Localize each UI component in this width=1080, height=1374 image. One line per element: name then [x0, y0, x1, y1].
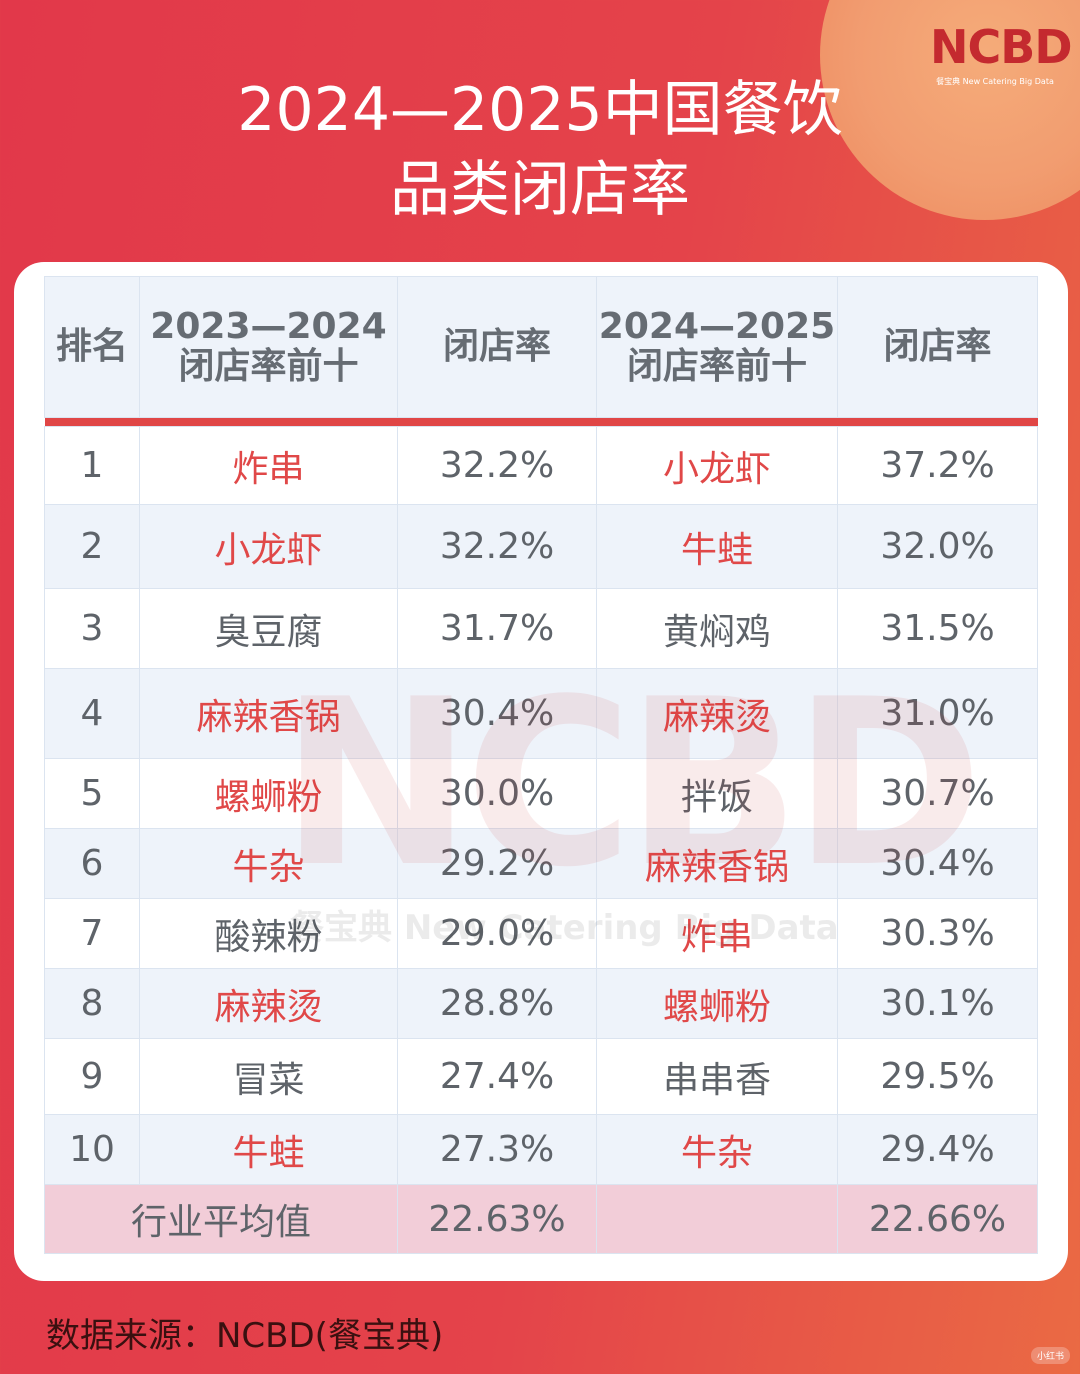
table-row: 1 炸串 32.2% 小龙虾 37.2% [44, 426, 1038, 505]
header-rate-b: 闭店率 [837, 276, 1038, 418]
title-line-1: 2024—2025中国餐饮 [237, 75, 843, 145]
category-2024-2025: 麻辣香锅 [596, 828, 838, 899]
header-rank: 排名 [44, 276, 140, 418]
table-row: 6 牛杂 29.2% 麻辣香锅 30.4% [44, 828, 1038, 899]
header-label-a: 闭店率前十 [178, 346, 359, 387]
rate-2024-2025: 30.7% [837, 758, 1038, 829]
header-row: 排名 2023—2024 闭店率前十 闭店率 2024—2025 闭店率前十 闭… [44, 276, 1038, 418]
header-2023-2024-top10: 2023—2024 闭店率前十 [139, 276, 398, 418]
table-row: 7 酸辣粉 29.0% 炸串 30.3% [44, 898, 1038, 969]
category-2023-2024: 螺蛳粉 [139, 758, 398, 829]
title-line-2: 品类闭店率 [390, 155, 690, 225]
data-source: 数据来源：NCBD(餐宝典) [46, 1316, 444, 1356]
rate-2023-2024: 32.2% [397, 426, 597, 505]
rate-2024-2025: 30.4% [837, 828, 1038, 899]
table-row: 10 牛蛙 27.3% 牛杂 29.4% [44, 1114, 1038, 1185]
category-2024-2025: 串串香 [596, 1038, 838, 1115]
rank-cell: 10 [44, 1114, 140, 1185]
rate-2023-2024: 29.2% [397, 828, 597, 899]
rate-2024-2025: 29.4% [837, 1114, 1038, 1185]
category-2023-2024: 冒菜 [139, 1038, 398, 1115]
category-2023-2024: 炸串 [139, 426, 398, 505]
header-rate-a: 闭店率 [397, 276, 597, 418]
header-divider [44, 417, 1038, 427]
rank-cell: 5 [44, 758, 140, 829]
category-2024-2025: 螺蛳粉 [596, 968, 838, 1039]
header-label-b: 闭店率前十 [626, 346, 807, 387]
category-2023-2024: 麻辣香锅 [139, 668, 398, 759]
rank-cell: 1 [44, 426, 140, 505]
rank-cell: 9 [44, 1038, 140, 1115]
rank-cell: 2 [44, 504, 140, 589]
category-2024-2025: 牛杂 [596, 1114, 838, 1185]
average-rate-2023-2024: 22.63% [397, 1184, 597, 1254]
rate-2024-2025: 37.2% [837, 426, 1038, 505]
rate-2024-2025: 30.3% [837, 898, 1038, 969]
rank-cell: 3 [44, 588, 140, 669]
rate-2023-2024: 29.0% [397, 898, 597, 969]
rate-2023-2024: 31.7% [397, 588, 597, 669]
rate-2024-2025: 29.5% [837, 1038, 1038, 1115]
logo-wordmark: NCBD [930, 20, 1073, 74]
category-2024-2025: 小龙虾 [596, 426, 838, 505]
average-empty-cell [596, 1184, 838, 1254]
category-2023-2024: 牛蛙 [139, 1114, 398, 1185]
header-period-b: 2024—2025 [598, 306, 836, 347]
rate-2024-2025: 31.0% [837, 668, 1038, 759]
rate-2023-2024: 30.0% [397, 758, 597, 829]
table-row: 3 臭豆腐 31.7% 黄焖鸡 31.5% [44, 588, 1038, 669]
category-2024-2025: 麻辣烫 [596, 668, 838, 759]
category-2024-2025: 拌饭 [596, 758, 838, 829]
table-card: 排名 2023—2024 闭店率前十 闭店率 2024—2025 闭店率前十 闭… [14, 262, 1068, 1281]
rank-cell: 6 [44, 828, 140, 899]
header-2024-2025-top10: 2024—2025 闭店率前十 [596, 276, 838, 418]
logo-tagline: 餐宝典 New Catering Big Data [936, 77, 1054, 86]
rate-2024-2025: 31.5% [837, 588, 1038, 669]
rank-cell: 4 [44, 668, 140, 759]
ncbd-logo: NCBD 餐宝典 New Catering Big Data [930, 20, 1073, 87]
platform-badge: 小红书 [1030, 1347, 1070, 1364]
category-2024-2025: 炸串 [596, 898, 838, 969]
category-2024-2025: 牛蛙 [596, 504, 838, 589]
rate-2024-2025: 32.0% [837, 504, 1038, 589]
rate-2023-2024: 30.4% [397, 668, 597, 759]
industry-average-row: 行业平均值 22.63% 22.66% [44, 1184, 1038, 1254]
category-2023-2024: 麻辣烫 [139, 968, 398, 1039]
closure-rate-table: 排名 2023—2024 闭店率前十 闭店率 2024—2025 闭店率前十 闭… [44, 276, 1038, 1254]
category-2024-2025: 黄焖鸡 [596, 588, 838, 669]
category-2023-2024: 小龙虾 [139, 504, 398, 589]
header-period-a: 2023—2024 [150, 306, 387, 347]
average-rate-2024-2025: 22.66% [837, 1184, 1038, 1254]
rank-cell: 7 [44, 898, 140, 969]
table-row: 4 麻辣香锅 30.4% 麻辣烫 31.0% [44, 668, 1038, 759]
table-row: 9 冒菜 27.4% 串串香 29.5% [44, 1038, 1038, 1115]
table-row: 2 小龙虾 32.2% 牛蛙 32.0% [44, 504, 1038, 589]
rate-2024-2025: 30.1% [837, 968, 1038, 1039]
rate-2023-2024: 27.4% [397, 1038, 597, 1115]
rank-cell: 8 [44, 968, 140, 1039]
rate-2023-2024: 32.2% [397, 504, 597, 589]
page-title: 2024—2025中国餐饮 品类闭店率 [0, 70, 1080, 230]
table-row: 8 麻辣烫 28.8% 螺蛳粉 30.1% [44, 968, 1038, 1039]
average-label: 行业平均值 [44, 1184, 398, 1254]
table-row: 5 螺蛳粉 30.0% 拌饭 30.7% [44, 758, 1038, 829]
category-2023-2024: 牛杂 [139, 828, 398, 899]
category-2023-2024: 臭豆腐 [139, 588, 398, 669]
rate-2023-2024: 27.3% [397, 1114, 597, 1185]
category-2023-2024: 酸辣粉 [139, 898, 398, 969]
rate-2023-2024: 28.8% [397, 968, 597, 1039]
